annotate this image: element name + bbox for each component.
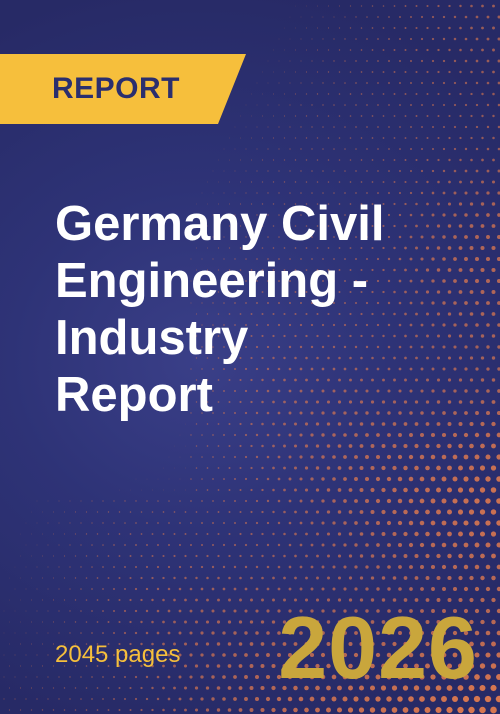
- report-title-line: Report: [55, 368, 213, 422]
- report-title: Germany Civil Engineering - Industry Rep…: [55, 196, 485, 424]
- report-title-line: Germany Civil: [55, 197, 385, 251]
- report-title-line: Engineering -: [55, 254, 369, 308]
- page-count: 2045 pages: [55, 641, 181, 668]
- report-badge-label: REPORT: [52, 72, 181, 105]
- report-title-line: Industry: [55, 311, 249, 365]
- report-year: 2026: [278, 598, 478, 697]
- report-badge: [0, 54, 246, 124]
